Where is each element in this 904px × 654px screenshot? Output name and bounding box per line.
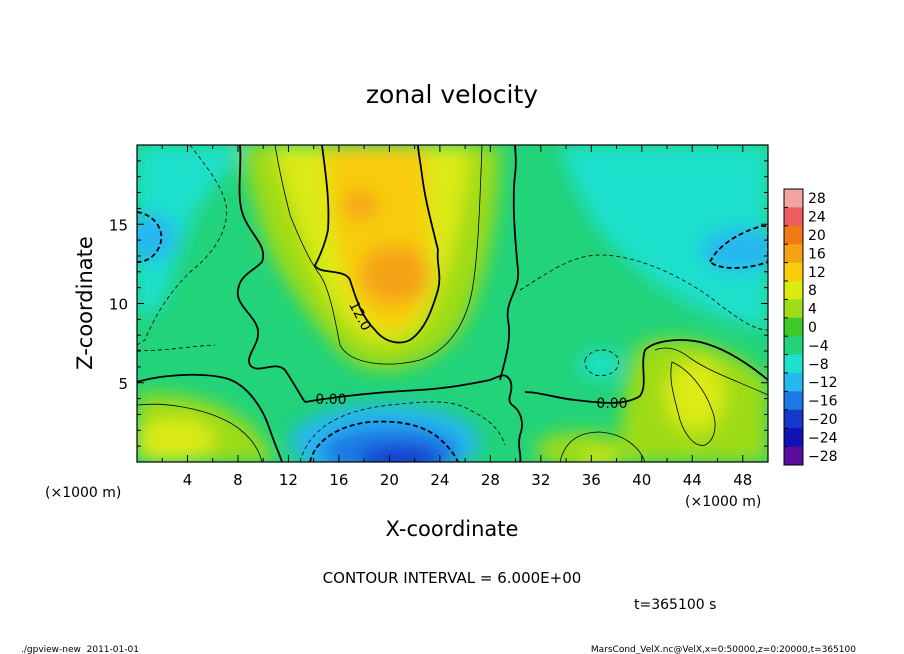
colorbar-label: −8: [808, 357, 829, 373]
colorbar-label: 24: [808, 210, 826, 226]
colorbar-label: 4: [808, 302, 817, 318]
x-tick-label: 4: [183, 471, 193, 489]
contours-negative-thick: [137, 211, 768, 462]
contour-dash-right: [519, 254, 768, 331]
contours-thick: [137, 145, 768, 462]
contours-positive-thin: [137, 145, 768, 462]
contour-neg12-left: [137, 211, 163, 263]
colorbar-label: 28: [808, 191, 826, 207]
colorbar-swatch: [784, 409, 803, 429]
y-tick-label: 5: [118, 375, 128, 393]
chart-title: zonal velocity: [366, 80, 538, 109]
field-blob-right-blue: [700, 228, 768, 272]
x-tick-label: 12: [279, 471, 298, 489]
field-blob-right-yellow: [665, 359, 725, 431]
contours-negative-thin: [137, 145, 768, 462]
x-axis-ticks: 4 8 12 16 20 24 28 32 36 40 44 48: [161, 145, 752, 489]
contour-6-right-inner: [670, 361, 716, 446]
contour-zero-bottom-left: [137, 373, 283, 462]
field-blob-center-orange2: [342, 191, 378, 219]
colorbar-label: −28: [808, 449, 838, 465]
contour-dash-left: [137, 145, 227, 346]
colorbar-swatch: [784, 391, 803, 411]
colorbar-swatch: [784, 244, 803, 264]
contour-12: [314, 145, 441, 344]
x-tick-label: 48: [733, 471, 752, 489]
colorbar-label: 0: [808, 320, 817, 336]
field-blob-bottom-yellow: [582, 452, 618, 462]
colorbar-label: 20: [808, 228, 826, 244]
colorbar-swatch: [784, 354, 803, 374]
contour-label-zero-right: 0.00: [596, 396, 627, 412]
contour-dash-left-low: [137, 344, 216, 351]
contour-6-right: [654, 347, 768, 396]
x-tick-label: 16: [329, 471, 348, 489]
x-tick-label: 44: [683, 471, 702, 489]
plot-area: [137, 145, 768, 462]
contour-dash-bottom: [299, 401, 506, 462]
x-tick-label: 8: [233, 471, 243, 489]
colorbar-swatch: [784, 317, 803, 337]
field-blob-left-blue: [137, 214, 178, 262]
footer-left: ./gpview-new 2011-01-01: [21, 645, 139, 654]
colorbar-label: 16: [808, 246, 826, 262]
x-axis-label: X-coordinate: [386, 517, 519, 541]
contour-zero-vertical: [499, 145, 519, 381]
colorbar-frame: [783, 188, 804, 466]
x-unit-left: (×1000 m): [45, 485, 121, 501]
x-tick-label: 32: [531, 471, 550, 489]
x-tick-label: 36: [582, 471, 601, 489]
colorbar-swatch: [784, 207, 803, 227]
colorbar-label: 12: [808, 265, 826, 281]
x-tick-label: 28: [481, 471, 500, 489]
colorbar-swatch: [784, 428, 803, 448]
colorbar-swatch: [784, 281, 803, 300]
field-blob-left-cyan: [137, 145, 245, 320]
y-axis-label: Z-coordinate: [73, 236, 97, 370]
colorbar-swatch: [784, 373, 803, 392]
contour-label-zero-left: 0.00: [315, 392, 346, 408]
colorbar-label: −24: [808, 430, 838, 446]
colorbar-swatch: [784, 225, 803, 245]
colorbar: 28 24 20 16 12 8 4 0 −4 −8 −12 −16 −20 −24 −28: [783, 188, 838, 466]
colorbar-label: 8: [808, 283, 817, 299]
contour-neg12-right: [708, 225, 768, 269]
x-tick-label: 20: [380, 471, 399, 489]
field-blob-right-cyan: [560, 145, 768, 330]
contour-interval-text: CONTOUR INTERVAL = 6.000E+00: [323, 569, 582, 587]
time-text: t=365100 s: [634, 597, 716, 613]
contour-6-center: [274, 145, 483, 365]
contour-zero-left: [236, 145, 306, 403]
colorbar-label: −20: [808, 412, 838, 428]
colorbar-label: −16: [808, 394, 838, 410]
x-tick-label: 40: [632, 471, 651, 489]
y-tick-label: 15: [109, 216, 128, 234]
colorbar-label: −12: [808, 375, 838, 391]
x-tick-label: 24: [430, 471, 449, 489]
colorbar-label: −4: [808, 338, 829, 354]
colorbar-swatch: [784, 299, 803, 319]
x-unit-right: (×1000 m): [685, 494, 761, 510]
field-blob-mid-cyan: [578, 351, 622, 379]
field-blob-left-yellow: [137, 418, 215, 462]
contour-zero-right-a: [511, 404, 523, 462]
contour-zero-right-b: [524, 339, 768, 404]
field-blob-center-orange: [359, 245, 431, 305]
contour-labels: 12.0 0.00 0.00: [315, 299, 627, 412]
contour-6-left: [137, 403, 263, 462]
colorbar-swatch: [784, 262, 803, 282]
y-axis-ticks: 5 10 15: [109, 160, 768, 447]
colorbar-swatch: [784, 336, 803, 356]
contour-6-bottom: [559, 431, 646, 462]
contour-neg12-bottom: [309, 420, 459, 462]
footer-right: MarsCond_VelX.nc@VelX,x=0:50000,z=0:2000…: [591, 645, 856, 654]
contour-dash-small: [584, 349, 620, 377]
field-blob-bottom-dark: [360, 446, 440, 462]
contour-zero-bottom: [304, 374, 513, 406]
colorbar-swatch: [784, 446, 803, 466]
y-tick-label: 10: [109, 296, 128, 314]
colorbar-swatch: [784, 189, 803, 208]
